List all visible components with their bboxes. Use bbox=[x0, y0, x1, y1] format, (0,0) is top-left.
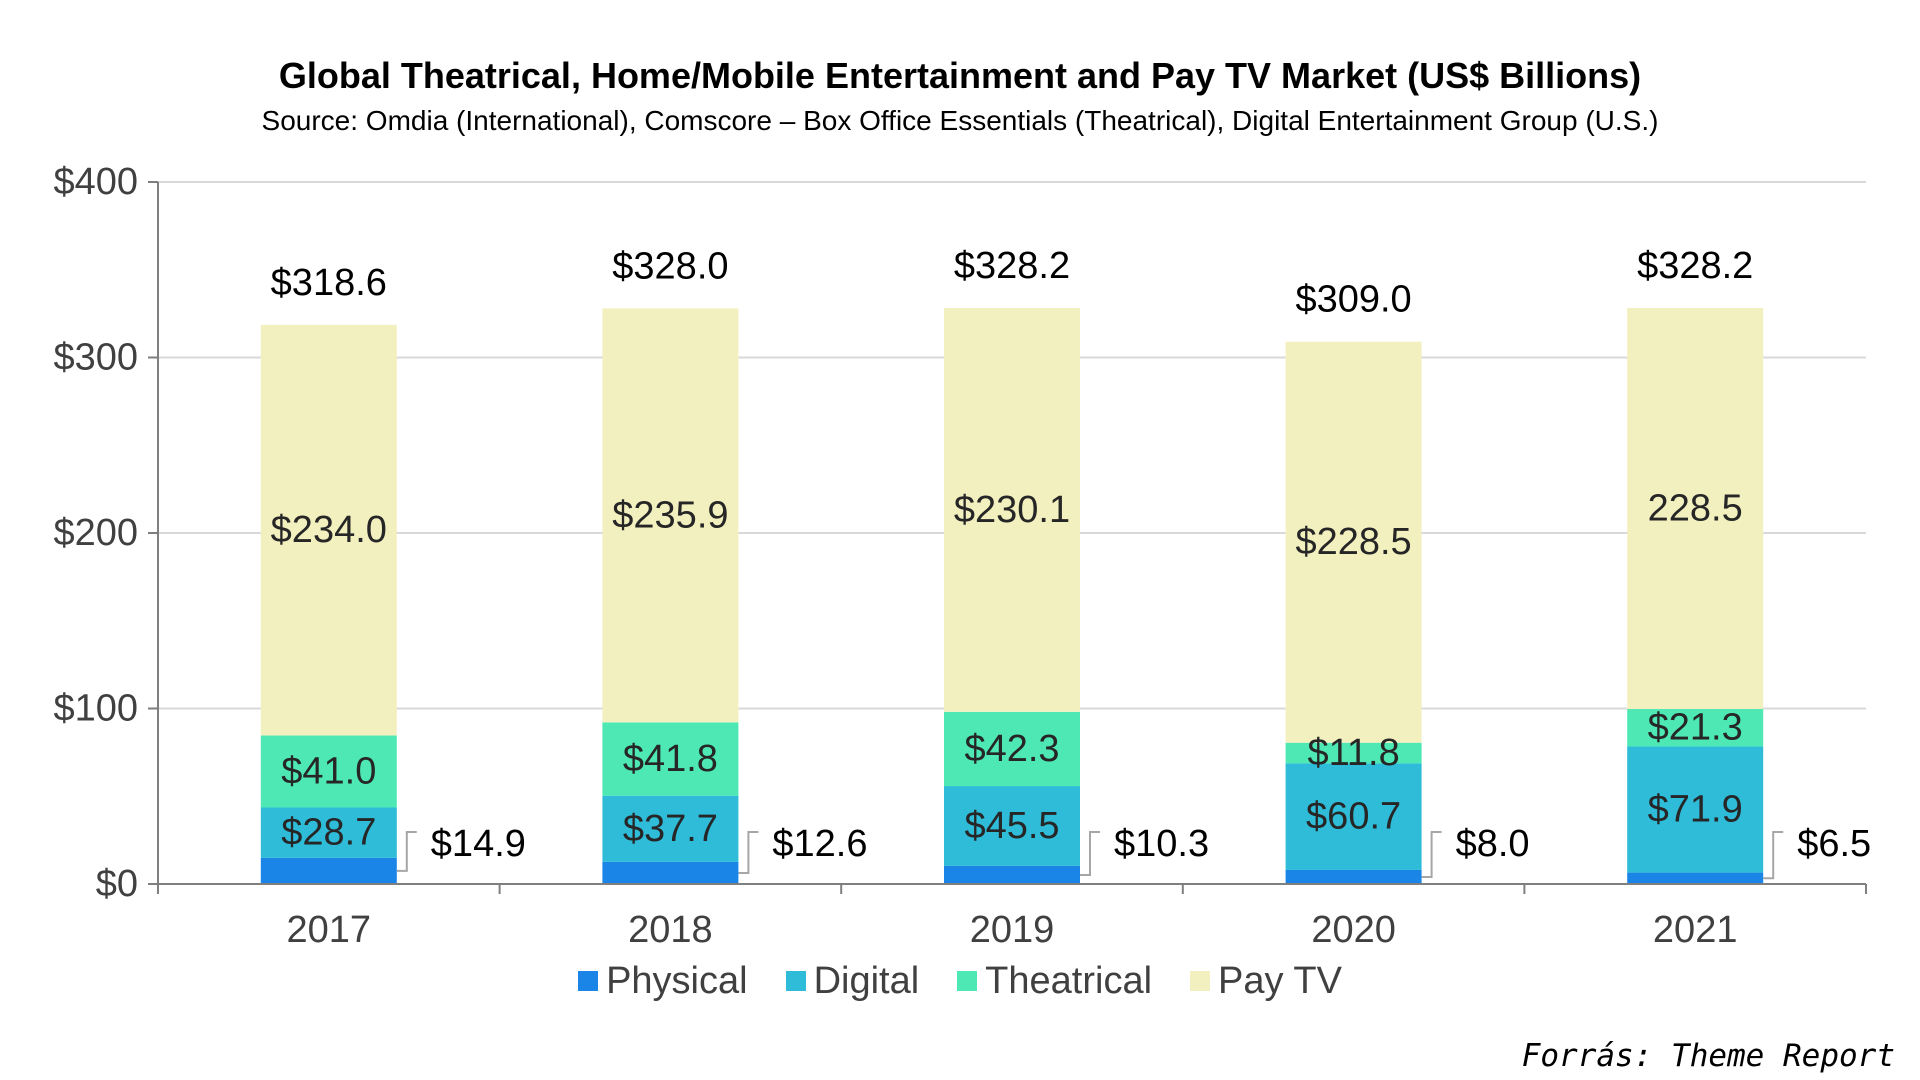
legend-label: Theatrical bbox=[985, 960, 1153, 1002]
x-tick-label: 2020 bbox=[1311, 909, 1396, 951]
legend-swatch bbox=[1190, 971, 1211, 991]
bar-segment-physical bbox=[1285, 869, 1422, 884]
legend-item-physical: Physical bbox=[578, 958, 748, 1004]
data-label-physical: $14.9 bbox=[431, 823, 526, 865]
chart-subtitle: Source: Omdia (International), Comscore … bbox=[261, 105, 1659, 136]
bar-segment-theatrical bbox=[602, 722, 739, 796]
total-label: $328.2 bbox=[954, 245, 1070, 287]
data-label-digital: $71.9 bbox=[1648, 789, 1743, 831]
callout-leader-line bbox=[396, 831, 417, 872]
data-label-theatrical: $21.3 bbox=[1648, 707, 1743, 749]
legend-item-digital: Digital bbox=[785, 958, 920, 1004]
bar-segment-pay-tv bbox=[1285, 341, 1422, 743]
data-label-pay-tv: $228.5 bbox=[1295, 521, 1411, 563]
total-label: $309.0 bbox=[1295, 279, 1411, 321]
y-tick-label: $400 bbox=[53, 161, 138, 203]
data-label-digital: $28.7 bbox=[281, 812, 376, 854]
legend-swatch bbox=[785, 971, 806, 991]
legend-label: Physical bbox=[606, 960, 748, 1002]
bar-segment-pay-tv bbox=[944, 308, 1080, 712]
bars bbox=[260, 308, 1764, 884]
legend-label: Pay TV bbox=[1218, 960, 1342, 1002]
y-tick-label: $0 bbox=[96, 863, 138, 905]
bar-segment-theatrical bbox=[1627, 709, 1764, 747]
data-label-pay-tv: $234.0 bbox=[271, 509, 387, 551]
data-label-physical: $6.5 bbox=[1797, 823, 1871, 865]
data-label-physical: $8.0 bbox=[1456, 823, 1530, 865]
data-label-theatrical: $42.3 bbox=[964, 728, 1059, 770]
bar-segment-theatrical bbox=[260, 735, 397, 808]
data-label-digital: $60.7 bbox=[1306, 796, 1401, 838]
bar-segment-physical bbox=[944, 865, 1080, 884]
bar-segment-digital bbox=[1285, 763, 1422, 870]
bar-segment-pay-tv bbox=[1627, 308, 1764, 710]
data-label-physical: $10.3 bbox=[1114, 823, 1209, 865]
bar-segment-pay-tv bbox=[602, 308, 739, 723]
bar-segment-digital bbox=[944, 786, 1080, 866]
callout-leader-line bbox=[1763, 831, 1784, 880]
axes: $0 $100 $200 $300 $400 2017 2018 2019 2020 2021 bbox=[53, 161, 1867, 951]
legend-swatch bbox=[578, 971, 599, 991]
chart-title: Global Theatrical, Home/Mobile Entertain… bbox=[278, 55, 1642, 96]
bar-segment-physical bbox=[1627, 872, 1764, 884]
x-tick-label: 2019 bbox=[970, 909, 1055, 951]
x-tick-label: 2021 bbox=[1653, 909, 1738, 951]
data-label-physical: $12.6 bbox=[772, 823, 867, 865]
legend-swatch bbox=[957, 971, 978, 991]
bar-segment-digital bbox=[602, 795, 739, 862]
y-tick-label: $100 bbox=[53, 688, 138, 730]
bar-segment-theatrical bbox=[944, 711, 1080, 787]
bar-segment-pay-tv bbox=[260, 324, 397, 736]
total-label: $328.0 bbox=[612, 245, 728, 287]
callout-leader-line bbox=[1080, 831, 1100, 876]
data-label-theatrical: $41.0 bbox=[281, 751, 376, 793]
bar-segment-physical bbox=[602, 861, 739, 884]
bar-segment-digital bbox=[260, 807, 397, 858]
bar-segment-digital bbox=[1627, 746, 1764, 873]
data-label-theatrical: $11.8 bbox=[1307, 732, 1399, 774]
callout-leader-line bbox=[738, 831, 759, 874]
legend-item-theatrical: Theatrical bbox=[957, 958, 1152, 1004]
data-label-theatrical: $41.8 bbox=[623, 738, 718, 780]
data-labels: $14.9 $28.7 $41.0 $234.0 $318.6 $12.6 $37.7 $41… bbox=[271, 245, 1871, 880]
legend-item-pay-tv: Pay TV bbox=[1190, 958, 1342, 1004]
bar-segment-physical bbox=[260, 857, 397, 884]
data-label-pay-tv: 228.5 bbox=[1648, 488, 1743, 530]
x-tick-label: 2018 bbox=[628, 909, 713, 951]
legend: Physical Digital Theatrical Pay TV bbox=[0, 958, 1920, 1004]
data-label-pay-tv: $230.1 bbox=[954, 489, 1070, 531]
data-label-digital: $37.7 bbox=[623, 808, 718, 850]
source-note: Forrás: Theme Report bbox=[1521, 1038, 1895, 1074]
total-label: $328.2 bbox=[1637, 245, 1753, 287]
y-tick-label: $300 bbox=[53, 337, 138, 379]
legend-label: Digital bbox=[813, 960, 920, 1002]
callout-leader-line bbox=[1421, 831, 1442, 878]
x-tick-label: 2017 bbox=[287, 909, 372, 951]
y-tick-label: $200 bbox=[53, 512, 138, 554]
data-label-digital: $45.5 bbox=[964, 805, 1059, 847]
data-label-pay-tv: $235.9 bbox=[612, 494, 728, 536]
total-label: $318.6 bbox=[271, 262, 387, 304]
bar-segment-theatrical bbox=[1285, 742, 1422, 764]
